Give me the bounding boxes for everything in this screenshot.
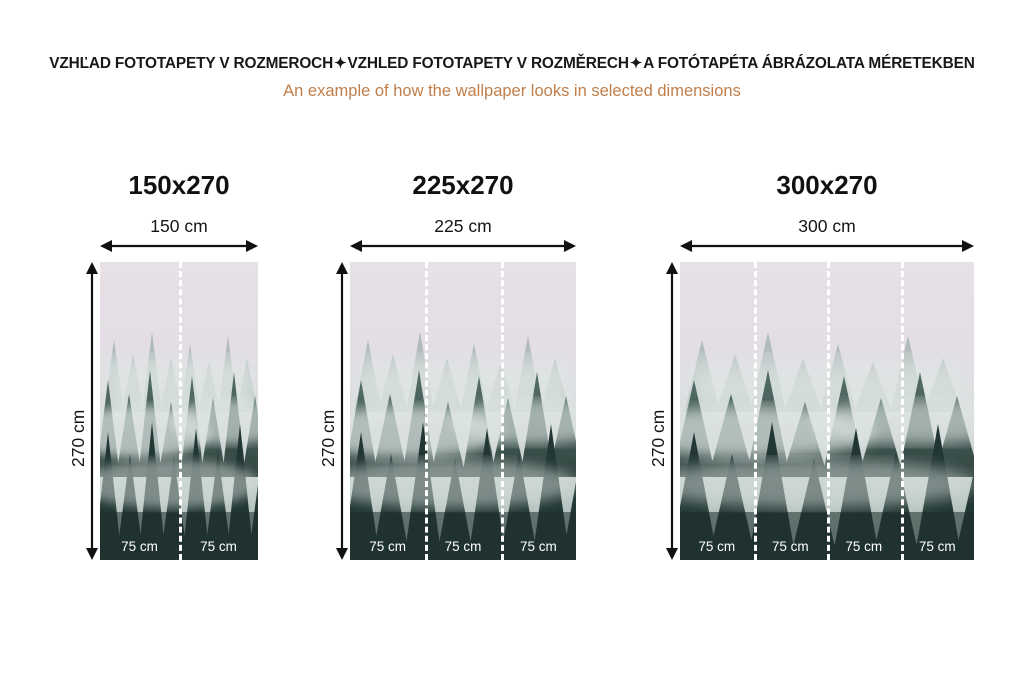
strip-label: 75 cm [444, 538, 482, 554]
height-measure: 270 cm [632, 262, 680, 560]
height-arrow-icon [334, 262, 350, 560]
strip-label: 75 cm [519, 538, 557, 554]
width-arrow-icon [100, 238, 258, 254]
strip-label-row: 75 cm 75 cm [100, 538, 258, 554]
strip-label: 75 cm [200, 538, 237, 554]
page-subtitle: An example of how the wallpaper looks in… [283, 82, 741, 100]
sparkle-icon: ✦ [629, 55, 643, 72]
strip-label: 75 cm [771, 538, 809, 554]
panel-title: 150x270 [128, 170, 230, 200]
width-label: 225 cm [434, 216, 492, 236]
strip-label: 75 cm [369, 538, 407, 554]
height-label: 270 cm [648, 409, 668, 467]
width-measure: 225 cm [350, 216, 576, 252]
title-segment-sk: VZHĽAD FOTOTAPETY V ROZMEROCH [49, 55, 334, 72]
width-arrow-icon [350, 238, 576, 254]
strip-label: 75 cm [121, 538, 158, 554]
strip-label: 75 cm [918, 538, 956, 554]
width-label: 300 cm [798, 216, 856, 236]
wallpaper-preview: 75 cm 75 cm [100, 262, 258, 560]
sparkle-icon: ✦ [334, 55, 347, 72]
width-arrow-icon [680, 238, 974, 254]
strip-label: 75 cm [698, 538, 736, 554]
forest-artwork [680, 262, 974, 560]
wallpaper-preview: 75 cm 75 cm 75 cm 75 cm [680, 262, 974, 560]
height-measure: 270 cm [52, 262, 100, 560]
strip-label-row: 75 cm 75 cm 75 cm 75 cm [680, 538, 974, 554]
panel-150x270: 150x270 150 cm 270 cm [0, 0, 340, 680]
title-segment-cz: VZHLED FOTOTAPETY V ROZMĚRECH [347, 55, 629, 72]
width-measure: 150 cm [100, 216, 258, 252]
forest-artwork [350, 262, 576, 560]
panel-title: 300x270 [776, 170, 878, 200]
width-label: 150 cm [150, 216, 208, 236]
strip-label: 75 cm [845, 538, 883, 554]
width-measure: 300 cm [680, 216, 974, 252]
page-title: VZHĽAD FOTOTAPETY V ROZMEROCH✦VZHLED FOT… [0, 56, 1024, 72]
height-measure: 270 cm [302, 262, 350, 560]
strip-label-row: 75 cm 75 cm 75 cm [350, 538, 576, 554]
height-arrow-icon [84, 262, 100, 560]
title-segment-hu: A FOTÓTAPÉTA ÁBRÁZOLATA MÉRETEKBEN [643, 55, 975, 72]
panel-title: 225x270 [412, 170, 514, 200]
height-arrow-icon [664, 262, 680, 560]
